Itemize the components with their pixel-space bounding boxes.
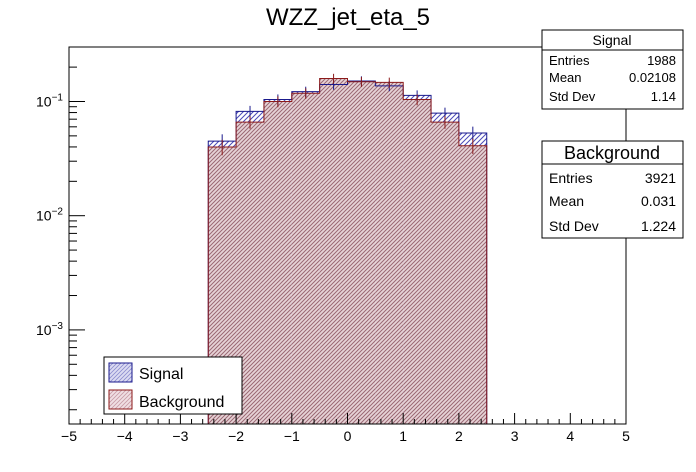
bar-background bbox=[263, 101, 292, 424]
stats-title-signal: Signal bbox=[593, 32, 632, 48]
x-tick-label: 1 bbox=[399, 428, 407, 444]
stats-value: 0.02108 bbox=[629, 70, 676, 85]
x-tick-label: −4 bbox=[117, 428, 133, 444]
stats-label: Mean bbox=[549, 70, 582, 85]
bar-background bbox=[458, 145, 487, 424]
stats-box-signal: Signal Entries 1988 Mean 0.02108 Std Dev… bbox=[541, 29, 684, 110]
stats-label: Std Dev bbox=[549, 89, 596, 104]
bar-background bbox=[319, 78, 348, 424]
bar-background bbox=[431, 122, 459, 424]
stats-value: 1.14 bbox=[651, 89, 676, 104]
y-tick-label: 10−3 bbox=[36, 321, 63, 338]
x-tick-label: −3 bbox=[172, 428, 188, 444]
stats-value: 0.031 bbox=[641, 193, 676, 209]
x-tick-label: 3 bbox=[511, 428, 519, 444]
chart-title: WZZ_jet_eta_5 bbox=[266, 4, 430, 31]
y-tick-label: 10−2 bbox=[36, 207, 63, 224]
x-tick-label: 4 bbox=[566, 428, 574, 444]
stats-value: 1.224 bbox=[641, 218, 676, 234]
legend: Signal Background bbox=[103, 356, 243, 415]
stats-title-background: Background bbox=[564, 143, 660, 163]
x-tick-label: −5 bbox=[61, 428, 77, 444]
x-tick-label: −2 bbox=[228, 428, 244, 444]
x-tick-label: −1 bbox=[284, 428, 300, 444]
bar-background bbox=[347, 81, 376, 424]
bar-background bbox=[375, 82, 404, 424]
legend-label-signal: Signal bbox=[139, 366, 183, 383]
y-tick-label: 10−1 bbox=[36, 92, 63, 109]
bar-background bbox=[291, 93, 320, 424]
bar-background bbox=[403, 99, 432, 424]
stats-label: Entries bbox=[549, 170, 593, 186]
stats-box-background: Background Entries 3921 Mean 0.031 Std D… bbox=[541, 140, 684, 239]
x-tick-label: 2 bbox=[455, 428, 463, 444]
stats-value: 3921 bbox=[645, 170, 676, 186]
legend-label-background: Background bbox=[139, 394, 224, 411]
x-tick-label: 5 bbox=[622, 428, 630, 444]
legend-swatch-background bbox=[108, 389, 133, 410]
stats-label: Mean bbox=[549, 193, 584, 209]
stats-value: 1988 bbox=[647, 53, 676, 68]
legend-swatch-signal bbox=[108, 362, 133, 383]
x-tick-label: 0 bbox=[344, 428, 352, 444]
stats-label: Std Dev bbox=[549, 218, 599, 234]
stats-label: Entries bbox=[549, 53, 590, 68]
